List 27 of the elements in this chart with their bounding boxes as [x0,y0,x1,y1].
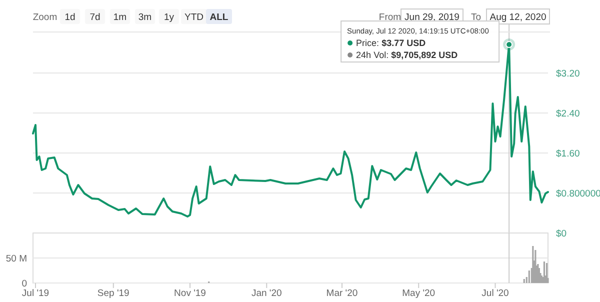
text: Zoom [32,12,58,23]
x-tick-label: Jan '20 [251,288,282,299]
x-tick-label: May '20 [402,288,436,299]
text: 1m [113,12,127,23]
y-tick-label: $2.40 [556,108,580,120]
text: 7d [90,12,100,23]
text: YTD [184,12,204,23]
x-tick-label: Jul '19 [22,288,50,299]
text: ALL [210,12,228,23]
text: 1d [64,12,76,23]
text: To [470,12,482,23]
y-tick-label: 0 [22,278,27,290]
x-tick-label: Jul '20 [482,288,509,299]
text: Aug 12, 2020 [490,12,546,23]
x-tick-label: Nov '19 [174,288,206,299]
x-tick-label: Mar '20 [326,288,358,299]
y-tick-label: $0 [556,228,567,240]
y-tick-label: $1.60 [556,148,580,160]
annotation: Price: $3.77 USD [356,38,426,48]
text: 3m [138,12,152,23]
x-tick-label: Sep '19 [97,288,130,299]
text: 1y [164,12,174,23]
y-tick-label: 50 M [6,253,28,264]
text: Jun 29, 2019 [404,12,460,23]
y-tick-label: $3.20 [556,68,580,80]
text: From [378,12,402,23]
annotation: 24h Vol: $9,705,892 USD [356,50,458,60]
